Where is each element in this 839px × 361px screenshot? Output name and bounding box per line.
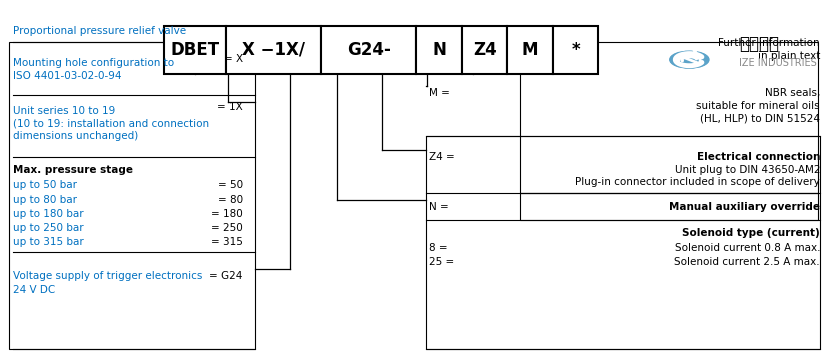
Bar xyxy=(227,26,321,74)
Text: Voltage supply of trigger electronics: Voltage supply of trigger electronics xyxy=(13,271,202,281)
Text: up to 250 bar: up to 250 bar xyxy=(13,223,83,233)
Bar xyxy=(508,26,553,74)
Text: Plug-in connector included in scope of delivery: Plug-in connector included in scope of d… xyxy=(576,177,820,187)
Text: = 1X: = 1X xyxy=(217,102,242,112)
Text: Unit plug to DIN 43650-AM2: Unit plug to DIN 43650-AM2 xyxy=(675,165,820,174)
Text: Proportional pressure relief valve: Proportional pressure relief valve xyxy=(13,26,185,36)
Text: DBET: DBET xyxy=(170,41,220,59)
Text: = X: = X xyxy=(223,54,242,64)
Text: Max. pressure stage: Max. pressure stage xyxy=(13,165,133,174)
Text: M: M xyxy=(522,41,539,59)
Text: Mounting hole configuration to
ISO 4401-03-02-0-94: Mounting hole configuration to ISO 4401-… xyxy=(13,58,174,81)
Text: G24-: G24- xyxy=(347,41,391,59)
Bar xyxy=(520,42,817,193)
Text: M =: M = xyxy=(429,88,450,98)
Bar xyxy=(164,26,227,74)
Bar xyxy=(321,26,416,74)
Circle shape xyxy=(670,52,708,68)
Text: Manual auxiliary override: Manual auxiliary override xyxy=(669,202,820,212)
Text: 爱澤工业: 爱澤工业 xyxy=(739,35,779,53)
Circle shape xyxy=(670,51,709,68)
Bar xyxy=(9,42,255,349)
Text: = 315: = 315 xyxy=(211,238,242,247)
Text: Z4 =: Z4 = xyxy=(429,152,455,162)
Text: up to 180 bar: up to 180 bar xyxy=(13,209,83,219)
Text: = 50: = 50 xyxy=(217,180,242,191)
Text: Further information
in plain text: Further information in plain text xyxy=(718,38,820,61)
Text: Z4: Z4 xyxy=(472,41,497,59)
Bar xyxy=(416,26,462,74)
Text: NBR seals,
suitable for mineral oils
(HL, HLP) to DIN 51524: NBR seals, suitable for mineral oils (HL… xyxy=(696,88,820,124)
Text: = 250: = 250 xyxy=(211,223,242,233)
Text: Unit series 10 to 19
(10 to 19: installation and connection
dimensions unchanged: Unit series 10 to 19 (10 to 19: installa… xyxy=(13,106,209,142)
Text: = G24: = G24 xyxy=(209,271,242,281)
Bar xyxy=(553,26,598,74)
Text: IZE INDUSTRIES: IZE INDUSTRIES xyxy=(739,58,816,68)
Text: N: N xyxy=(432,41,446,59)
Bar xyxy=(462,26,508,74)
Text: 24 V DC: 24 V DC xyxy=(13,285,55,295)
Text: 8 =: 8 = xyxy=(429,243,447,253)
Text: *: * xyxy=(571,41,580,59)
Text: N =: N = xyxy=(429,202,449,212)
Text: Solenoid current 0.8 A max.: Solenoid current 0.8 A max. xyxy=(675,243,820,253)
Bar xyxy=(426,136,820,349)
Text: = 180: = 180 xyxy=(211,209,242,219)
Text: Solenoid type (current): Solenoid type (current) xyxy=(682,229,820,239)
Bar xyxy=(520,193,817,219)
Text: up to 50 bar: up to 50 bar xyxy=(13,180,76,191)
Text: up to 315 bar: up to 315 bar xyxy=(13,238,83,247)
Text: up to 80 bar: up to 80 bar xyxy=(13,195,76,205)
Text: Solenoid current 2.5 A max.: Solenoid current 2.5 A max. xyxy=(675,257,820,267)
Text: Electrical connection: Electrical connection xyxy=(696,152,820,162)
Text: = 80: = 80 xyxy=(217,195,242,205)
Text: 25 =: 25 = xyxy=(429,257,454,267)
Text: X −1X/: X −1X/ xyxy=(242,41,305,59)
